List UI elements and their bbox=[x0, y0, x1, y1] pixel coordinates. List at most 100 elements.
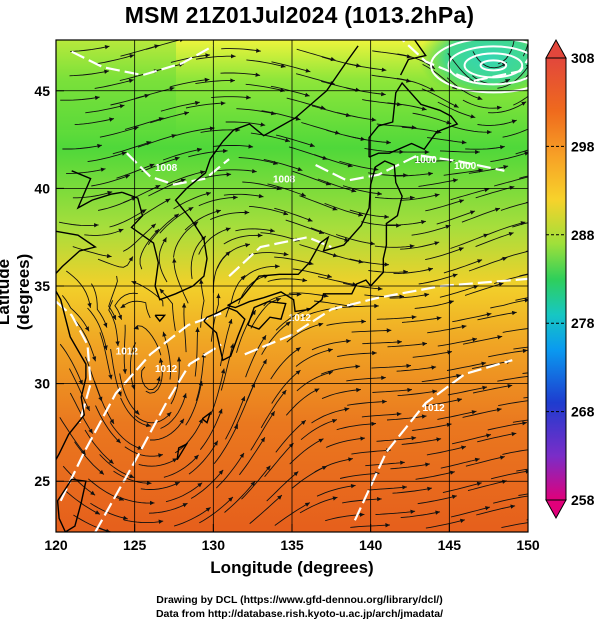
streamline bbox=[374, 196, 415, 200]
streamline-arrowhead bbox=[174, 156, 180, 161]
streamline-arrowhead bbox=[193, 454, 199, 460]
streamline bbox=[465, 456, 505, 467]
x-tick-label: 125 bbox=[123, 537, 147, 553]
streamline bbox=[195, 80, 235, 85]
streamline bbox=[397, 390, 438, 397]
streamline bbox=[421, 88, 459, 108]
streamline bbox=[267, 183, 307, 197]
streamline bbox=[311, 408, 350, 424]
streamline bbox=[299, 496, 338, 514]
isobar-low bbox=[447, 45, 528, 86]
streamline bbox=[386, 415, 427, 421]
streamline bbox=[477, 311, 517, 321]
streamline-arrowhead bbox=[511, 432, 517, 437]
streamline-arrowhead bbox=[496, 105, 502, 110]
streamline bbox=[375, 510, 416, 515]
streamline-arrowhead bbox=[386, 328, 392, 333]
streamline-arrowhead bbox=[150, 500, 155, 506]
streamline bbox=[88, 478, 124, 501]
streamline bbox=[91, 283, 108, 328]
cold-spot bbox=[418, 40, 528, 98]
streamline bbox=[502, 128, 528, 138]
streamline-arrowhead bbox=[301, 420, 306, 425]
streamline bbox=[374, 245, 415, 248]
streamline-arrowhead bbox=[241, 396, 246, 402]
streamline-arrowhead bbox=[174, 213, 179, 219]
streamline bbox=[285, 388, 320, 416]
streamline bbox=[261, 321, 291, 355]
streamline bbox=[150, 418, 185, 441]
streamline bbox=[69, 70, 109, 77]
credit-data: Data from http://database.rish.kyoto-u.a… bbox=[155, 608, 444, 620]
streamline bbox=[119, 373, 140, 415]
streamline bbox=[390, 463, 430, 470]
streamline bbox=[174, 418, 204, 454]
streamline bbox=[376, 437, 417, 442]
streamline-arrowhead bbox=[536, 123, 541, 127]
streamline bbox=[400, 193, 440, 201]
streamline-arrowhead bbox=[522, 348, 528, 354]
streamline-arrowhead bbox=[100, 167, 106, 172]
streamline-arrowhead bbox=[485, 506, 490, 511]
streamline bbox=[90, 502, 128, 520]
streamline bbox=[447, 53, 479, 85]
x-tick-label: 145 bbox=[438, 537, 462, 553]
streamline-arrowhead bbox=[169, 86, 175, 91]
streamline bbox=[84, 429, 114, 465]
streamline bbox=[526, 519, 528, 521]
streamline-arrowhead bbox=[449, 300, 454, 305]
streamline bbox=[292, 268, 333, 278]
streamline bbox=[493, 495, 528, 504]
isobar-label: 1008 bbox=[273, 175, 296, 186]
streamline-arrowhead bbox=[244, 210, 250, 215]
streamline bbox=[160, 101, 200, 112]
streamline-arrowhead bbox=[88, 428, 93, 434]
streamline-arrowhead bbox=[460, 518, 465, 523]
streamline-arrowhead bbox=[228, 497, 233, 502]
streamline bbox=[497, 375, 528, 382]
streamline-arrowhead bbox=[155, 185, 161, 190]
coastline bbox=[56, 478, 87, 532]
streamline-arrowhead bbox=[295, 347, 301, 352]
streamline-arrowhead bbox=[220, 101, 226, 106]
streamline-arrowhead bbox=[116, 438, 121, 444]
streamline-arrowhead bbox=[200, 170, 205, 175]
streamline-arrowhead bbox=[158, 519, 164, 524]
streamline bbox=[436, 210, 476, 225]
streamline bbox=[124, 117, 164, 130]
streamline bbox=[74, 441, 105, 475]
streamline-arrowhead bbox=[134, 325, 139, 330]
streamline bbox=[145, 357, 163, 394]
streamline bbox=[300, 419, 338, 441]
streamline bbox=[95, 405, 122, 444]
streamline-arrowhead bbox=[162, 237, 167, 243]
streamline-arrowhead bbox=[117, 314, 122, 320]
streamline bbox=[199, 408, 223, 450]
streamline-arrowhead bbox=[377, 497, 382, 502]
streamline-arrowhead bbox=[359, 512, 365, 517]
isobar bbox=[228, 236, 332, 278]
streamline bbox=[245, 83, 286, 92]
streamline bbox=[245, 335, 267, 378]
streamline-arrowhead bbox=[355, 364, 361, 369]
streamline-arrowhead bbox=[246, 95, 251, 100]
streamline-arrowhead bbox=[434, 241, 440, 246]
streamline-arrowhead bbox=[151, 223, 156, 229]
streamline bbox=[415, 471, 455, 480]
streamline bbox=[94, 79, 134, 89]
streamline-arrowhead bbox=[300, 192, 306, 197]
streamline bbox=[113, 470, 152, 484]
streamline-arrowhead bbox=[181, 303, 187, 308]
streamline bbox=[513, 346, 528, 350]
streamline bbox=[139, 228, 160, 270]
streamline-arrowhead bbox=[409, 195, 415, 200]
streamline bbox=[225, 274, 246, 318]
streamline-arrowhead bbox=[131, 384, 136, 390]
streamline-arrowhead bbox=[372, 350, 377, 356]
streamline-arrowhead bbox=[474, 457, 480, 462]
streamline bbox=[289, 438, 324, 465]
streamline-arrowhead bbox=[371, 117, 377, 122]
streamline-arrowhead bbox=[481, 361, 487, 366]
streamline bbox=[264, 442, 294, 477]
streamline-arrowhead bbox=[196, 147, 202, 153]
